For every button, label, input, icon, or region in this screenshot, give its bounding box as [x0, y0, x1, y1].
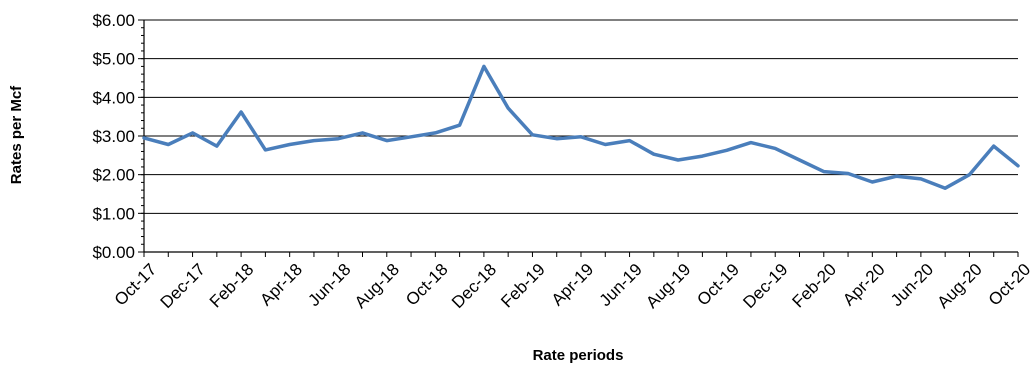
y-tick-label: $1.00	[92, 204, 135, 223]
x-tick-label: Aug-19	[642, 260, 694, 312]
x-tick-label: Dec-19	[739, 260, 791, 312]
y-tick-label: $5.00	[92, 50, 135, 69]
tick-labels: $0.00 $1.00 $2.00 $3.00 $4.00 $5.00 $6.00 Oct-1…	[92, 11, 1034, 312]
x-axis-title: Rate periods	[533, 347, 624, 364]
x-tick-label: Dec-17	[157, 260, 209, 312]
x-tick-label: Feb-18	[206, 260, 258, 312]
y-axis-title: Rates per Mcf	[8, 85, 25, 184]
y-tick-label: $0.00	[92, 243, 135, 262]
y-tick-label: $6.00	[92, 11, 135, 30]
x-tick-label: Aug-20	[934, 260, 986, 312]
x-tick-label: Jun-19	[596, 260, 646, 310]
y-tick-label: $4.00	[92, 88, 135, 107]
series-line	[142, 64, 1020, 190]
x-tick-label: Feb-20	[789, 260, 841, 312]
y-tick-label: $2.00	[92, 166, 135, 185]
axes	[138, 19, 1019, 257]
x-tick-label: Apr-19	[548, 260, 598, 310]
x-tick-label: Apr-18	[256, 260, 306, 310]
x-tick-label: Apr-20	[839, 260, 889, 310]
x-tick-label: Jun-20	[887, 260, 937, 310]
x-tick-label: Dec-18	[448, 260, 500, 312]
x-tick-label: Oct-17	[111, 260, 161, 310]
x-tick-label: Jun-18	[304, 260, 354, 310]
x-tick-label: Oct-20	[985, 260, 1035, 310]
x-tick-label: Aug-18	[351, 260, 403, 312]
gridlines	[144, 19, 1018, 214]
series-layer	[142, 64, 1020, 190]
x-tick-label: Oct-19	[693, 260, 743, 310]
x-tick-label: Oct-18	[402, 260, 452, 310]
x-tick-label: Feb-19	[497, 260, 549, 312]
y-tick-label: $3.00	[92, 127, 135, 146]
